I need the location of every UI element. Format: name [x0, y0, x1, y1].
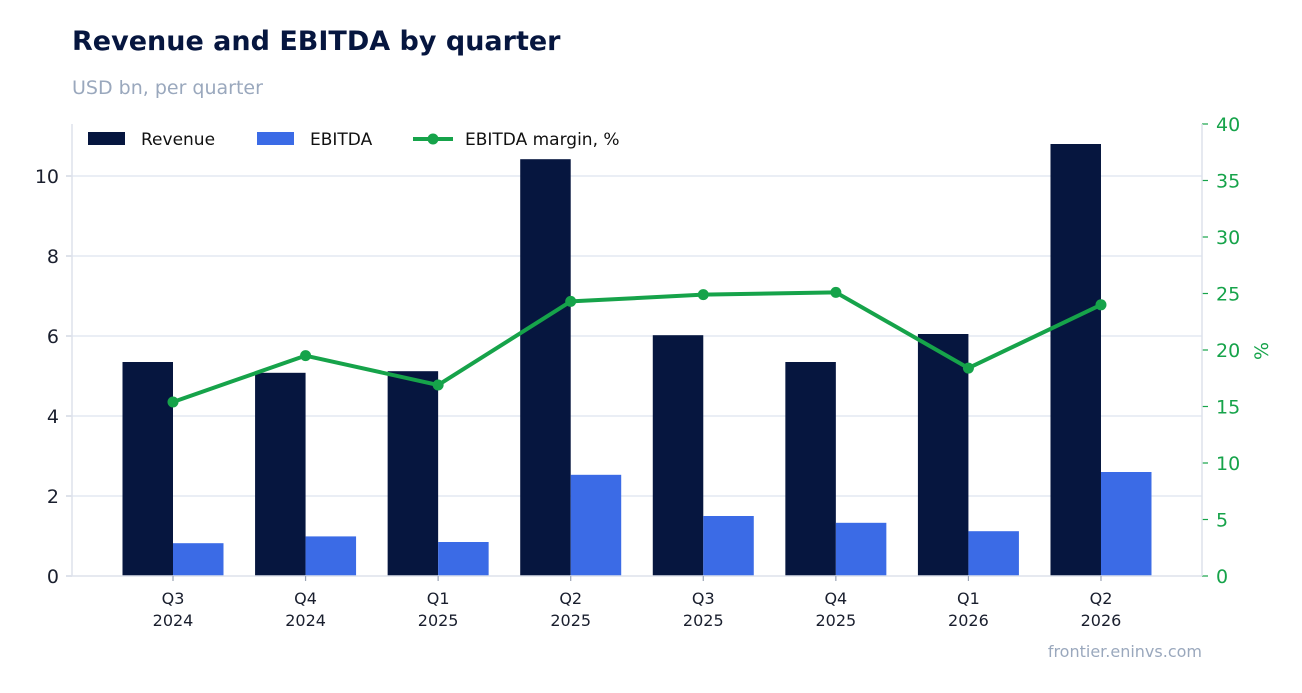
right-tick-label: 40 [1216, 114, 1240, 136]
x-tick-label-quarter: Q1 [427, 589, 450, 608]
x-tick-label-quarter: Q4 [824, 589, 847, 608]
right-tick-label: 20 [1216, 340, 1240, 362]
ebitda-bar [438, 542, 489, 576]
ebitda-bar [835, 522, 887, 576]
x-tick-label-year: 2024 [285, 611, 326, 630]
ebitda-bar [1100, 472, 1152, 576]
revenue-bar [122, 362, 173, 576]
x-tick-label-year: 2025 [418, 611, 459, 630]
right-axis-label: % [1251, 342, 1273, 360]
legend-label-revenue: Revenue [141, 130, 215, 150]
revenue-bar [255, 372, 306, 576]
margin-point [432, 379, 444, 391]
x-tick-label-quarter: Q3 [162, 589, 185, 608]
revenue-bar [1050, 144, 1101, 576]
ebitda-bar [968, 531, 1019, 576]
right-tick-label: 25 [1216, 284, 1240, 306]
line-layer [167, 286, 1107, 408]
x-tick-label-quarter: Q3 [692, 589, 715, 608]
revenue-bar [785, 362, 836, 576]
x-tick-label-year: 2025 [683, 611, 724, 630]
margin-point [962, 362, 974, 374]
x-tick-label-year: 2025 [815, 611, 856, 630]
left-tick-label: 8 [47, 246, 59, 268]
legend: Revenue EBITDA EBITDA margin, % [88, 130, 620, 150]
legend-swatch-revenue [88, 132, 125, 145]
bars-layer [122, 144, 1152, 576]
chart-title: Revenue and EBITDA by quarter [72, 26, 561, 57]
ebitda-bar [173, 543, 224, 576]
left-tick-label: 10 [35, 166, 59, 188]
x-tick-label-year: 2026 [948, 611, 989, 630]
x-tick-label-year: 2024 [153, 611, 194, 630]
x-tick-label-quarter: Q1 [957, 589, 980, 608]
right-tick-label: 35 [1216, 171, 1240, 193]
ebitda-bar [305, 536, 357, 576]
axes-layer: 02468100510152025303540%Q32024Q42024Q120… [35, 114, 1273, 630]
x-tick-label-quarter: Q2 [1090, 589, 1113, 608]
ebitda-bar [703, 516, 754, 576]
margin-point [167, 396, 179, 408]
right-tick-label: 5 [1216, 510, 1228, 532]
margin-point [697, 289, 709, 301]
left-tick-label: 4 [47, 406, 59, 428]
source-credit: frontier.eninvs.com [1047, 642, 1202, 661]
revenue-bar [520, 159, 571, 576]
legend-label-margin: EBITDA margin, % [465, 130, 620, 150]
x-tick-label-year: 2026 [1081, 611, 1122, 630]
right-tick-label: 30 [1216, 227, 1240, 249]
left-tick-label: 2 [47, 486, 59, 508]
legend-marker-margin [427, 133, 439, 145]
margin-point [1095, 299, 1107, 311]
margin-point [565, 295, 577, 307]
revenue-bar [387, 371, 439, 576]
left-tick-label: 6 [47, 326, 59, 348]
margin-line [171, 290, 1103, 404]
right-tick-label: 10 [1216, 453, 1240, 475]
left-tick-label: 0 [47, 566, 59, 588]
right-tick-label: 0 [1216, 566, 1228, 588]
legend-swatch-ebitda [257, 132, 294, 145]
ebitda-bar [570, 474, 622, 576]
x-tick-label-quarter: Q4 [294, 589, 317, 608]
chart-subtitle: USD bn, per quarter [72, 77, 263, 99]
x-tick-label-year: 2025 [550, 611, 591, 630]
legend-label-ebitda: EBITDA [310, 130, 373, 150]
margin-point [300, 350, 312, 362]
margin-point [830, 286, 842, 298]
right-tick-label: 15 [1216, 397, 1240, 419]
x-tick-label-quarter: Q2 [559, 589, 582, 608]
revenue-bar [917, 334, 969, 576]
revenue-bar [652, 335, 704, 576]
